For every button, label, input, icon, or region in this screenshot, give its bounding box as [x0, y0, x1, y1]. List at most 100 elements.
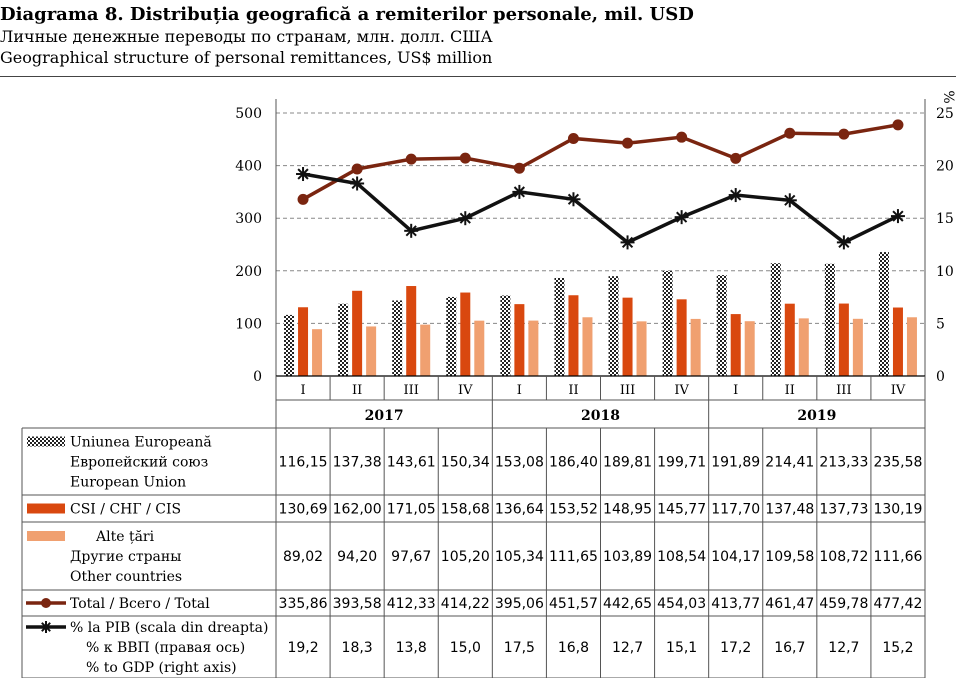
cell-cis: 148,95	[603, 502, 652, 518]
chart-titles: Diagrama 8. Distribuția geografică a rem…	[0, 4, 956, 68]
legend-label-cis: CSI / СНГ / CIS	[70, 502, 181, 518]
year-label: 2017	[365, 408, 404, 424]
cell-gdp: 12,7	[612, 640, 643, 656]
cell-other: 108,72	[819, 549, 868, 565]
quarter-label: II	[785, 383, 795, 398]
bar-cis	[352, 290, 363, 376]
cell-gdp: 17,2	[720, 640, 751, 656]
point-total	[784, 127, 796, 139]
right-axis-tick-label: 25	[936, 106, 954, 122]
bar-cis	[676, 299, 687, 376]
bar-eu	[338, 303, 349, 376]
cell-eu: 214,41	[765, 455, 814, 471]
cell-total: 477,42	[873, 596, 922, 612]
cell-other: 103,89	[603, 549, 652, 565]
cell-eu: 191,89	[711, 455, 760, 471]
legend-label-eu: European Union	[70, 475, 186, 491]
point-gdp	[566, 192, 581, 207]
axes: 0 100 200 300 400 500 0 5 10 15 20 25%	[235, 90, 956, 385]
cell-cis: 117,70	[711, 502, 760, 518]
point-gdp	[350, 176, 365, 191]
point-total	[459, 152, 471, 164]
point-total	[622, 137, 634, 149]
legend-swatch-other	[27, 531, 65, 541]
cell-total: 414,22	[441, 596, 490, 612]
bar-other	[906, 317, 917, 376]
cell-eu: 153,08	[495, 455, 544, 471]
cell-eu: 116,15	[279, 455, 328, 471]
point-total	[676, 131, 688, 143]
legend-label-eu: Uniunea Europeană	[70, 435, 212, 451]
cell-cis: 130,69	[279, 502, 328, 518]
cell-gdp: 15,2	[882, 640, 913, 656]
bar-eu	[284, 314, 295, 376]
cell-cis: 158,68	[441, 502, 490, 518]
cell-other: 111,65	[549, 549, 598, 565]
point-gdp	[782, 193, 797, 208]
point-total	[351, 163, 363, 175]
bar-cis	[838, 303, 849, 376]
legend-label-gdp: % к ВВП (правая ось)	[86, 640, 245, 656]
bar-eu	[608, 276, 619, 376]
bar-cis	[892, 307, 903, 376]
quarter-label: IV	[674, 383, 689, 398]
chart-title-en: Geographical structure of personal remit…	[0, 48, 493, 67]
bar-eu	[770, 263, 781, 376]
cell-cis: 162,00	[333, 502, 382, 518]
cell-gdp: 19,2	[287, 640, 318, 656]
right-axis-tick-label: 10	[936, 264, 954, 280]
legend-marker-total	[41, 598, 51, 608]
cell-cis: 171,05	[387, 502, 436, 518]
cell-total: 451,57	[549, 596, 598, 612]
cell-eu: 235,58	[873, 455, 922, 471]
bar-eu	[662, 270, 673, 376]
bar-cis	[568, 295, 579, 376]
point-total	[405, 153, 417, 165]
bar-cis	[460, 292, 471, 376]
cell-total: 442,65	[603, 596, 652, 612]
cell-gdp: 12,7	[828, 640, 859, 656]
point-total	[297, 193, 309, 205]
cell-total: 459,78	[819, 596, 868, 612]
cell-eu: 150,34	[441, 455, 490, 471]
quarter-label: I	[733, 383, 738, 398]
left-axis-tick-label: 500	[235, 106, 262, 122]
quarter-label: IV	[891, 383, 906, 398]
bar-other	[474, 320, 485, 376]
bar-other	[636, 321, 647, 376]
point-total	[567, 132, 579, 144]
bar-other	[744, 321, 755, 376]
cell-other: 105,20	[441, 549, 490, 565]
bar-cis	[406, 286, 417, 376]
line-total	[302, 123, 899, 201]
line-gdp	[302, 172, 899, 245]
legend-marker-gdp	[40, 621, 52, 633]
point-gdp	[296, 167, 311, 182]
right-axis-tick-label: 15	[936, 211, 954, 227]
legend-label-other: Alte țări	[95, 529, 155, 545]
cell-eu: 189,81	[603, 455, 652, 471]
bar-eu	[824, 263, 835, 376]
cell-other: 108,54	[657, 549, 706, 565]
legend-label-gdp: % to GDP (right axis)	[86, 660, 237, 676]
bar-other	[528, 320, 539, 376]
cell-eu: 213,33	[819, 455, 868, 471]
quarter-label: II	[352, 383, 362, 398]
cell-eu: 186,40	[549, 455, 598, 471]
bar-other	[690, 318, 701, 376]
point-gdp	[836, 235, 851, 250]
right-axis-tick-label: 0	[936, 369, 945, 385]
cell-cis: 137,48	[765, 502, 814, 518]
left-axis-tick-label: 200	[235, 264, 262, 280]
quarter-label: IV	[458, 383, 473, 398]
point-gdp	[458, 211, 473, 226]
point-gdp	[404, 223, 419, 238]
cell-total: 335,86	[279, 596, 328, 612]
bar-other	[312, 329, 323, 376]
point-gdp	[674, 210, 689, 225]
year-label: 2018	[581, 408, 620, 424]
cell-eu: 137,38	[333, 455, 382, 471]
bar-other	[420, 324, 431, 376]
quarter-label: I	[517, 383, 522, 398]
